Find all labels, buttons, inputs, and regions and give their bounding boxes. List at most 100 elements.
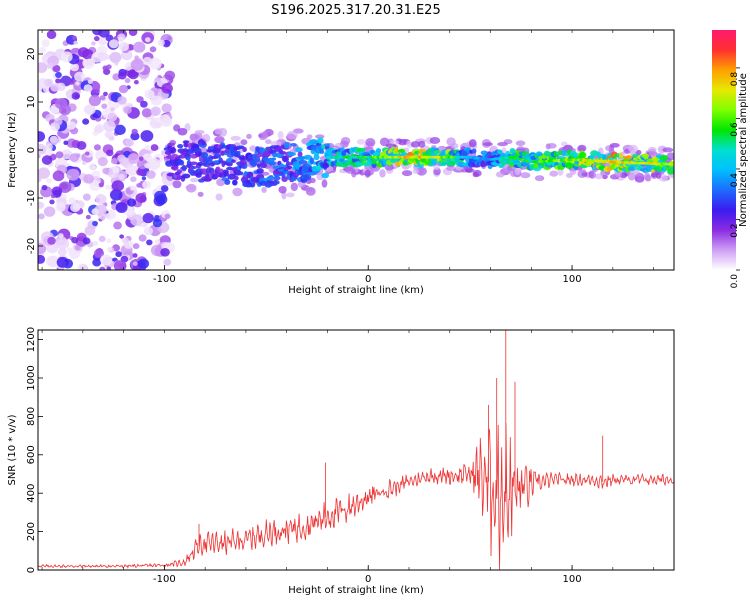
- heatmap-halo-cell: [662, 147, 674, 153]
- heatmap-ridge-cell: [602, 154, 608, 161]
- heatmap-noise-cell: [91, 41, 96, 46]
- heatmap-noise-cell: [136, 168, 144, 176]
- heatmap-noise-cell: [91, 165, 97, 170]
- heatmap-halo-cell: [215, 193, 223, 201]
- heatmap-noise-cell: [75, 81, 80, 86]
- x-tick-label: -100: [153, 574, 176, 585]
- heatmap-halo-cell: [549, 170, 559, 177]
- heatmap-noise-cell: [152, 218, 163, 228]
- heatmap-halo-cell: [230, 135, 241, 141]
- heatmap-ridge-cell: [287, 165, 293, 170]
- heatmap-noise-cell: [39, 46, 46, 54]
- colorbar-tick-label: 0.4: [730, 173, 740, 188]
- heatmap-ridge-cell: [285, 160, 290, 167]
- heatmap-halo-cell: [246, 133, 252, 140]
- heatmap-halo-cell: [202, 133, 211, 143]
- heatmap-noise-cell: [93, 144, 101, 151]
- heatmap-noise-cell: [93, 36, 100, 42]
- heatmap-noise-cell: [118, 71, 127, 80]
- heatmap-ridge-cell: [671, 167, 674, 171]
- heatmap-noise-cell: [60, 51, 73, 63]
- heatmap-halo-cell: [630, 170, 640, 175]
- heatmap-noise-cell: [66, 121, 76, 130]
- heatmap-ridge-cell: [167, 142, 175, 146]
- heatmap-ridge-cell: [254, 156, 261, 163]
- heatmap-noise-cell: [127, 153, 140, 164]
- heatmap-noise-cell: [100, 216, 106, 221]
- heatmap-halo-cell: [262, 130, 268, 140]
- heatmap-noise-cell: [164, 213, 171, 219]
- heatmap-noise-cell: [124, 77, 131, 84]
- y-tick-label: 1000: [26, 365, 37, 390]
- heatmap-noise-cell: [132, 253, 138, 258]
- heatmap-ridge-cell: [313, 154, 320, 161]
- heatmap-ridge-cell: [397, 149, 406, 153]
- heatmap-noise-cell: [135, 193, 147, 204]
- heatmap-noise-cell: [46, 178, 52, 184]
- heatmap-halo-cell: [264, 139, 272, 145]
- heatmap-halo-cell: [418, 166, 424, 175]
- heatmap-noise-cell: [74, 71, 86, 82]
- heatmap-ridge-cell: [594, 151, 601, 156]
- heatmap-noise-cell: [38, 143, 47, 155]
- heatmap-panel: S196.2025.317.20.31.E25 -100 0 100 -20-100…: [7, 3, 675, 296]
- heatmap-halo-cell: [309, 177, 316, 184]
- heatmap-noise-cell: [97, 51, 108, 62]
- snr-x-axis-label: Height of straight line (km): [288, 585, 424, 596]
- heatmap-noise-cell: [71, 236, 79, 244]
- heatmap-noise-cell: [118, 84, 129, 94]
- heatmap-noise-cell: [56, 237, 70, 250]
- heatmap-ridge-cell: [234, 175, 239, 181]
- heatmap-halo-cell: [351, 169, 357, 178]
- heatmap-x-ticks: -100 0 100: [41, 30, 654, 285]
- heatmap-halo-cell: [277, 130, 284, 140]
- heatmap-ridge-cell: [303, 154, 313, 160]
- heatmap-ridge-cell: [249, 181, 256, 188]
- heatmap-halo-cell: [379, 169, 386, 178]
- heatmap-halo-cell: [278, 185, 287, 194]
- heatmap-ridge-cell: [256, 168, 264, 174]
- heatmap-halo-cell: [497, 141, 508, 147]
- heatmap-noise-cell: [56, 256, 69, 268]
- heatmap-ridge-cell: [626, 155, 633, 160]
- heatmap-noise-cell: [161, 117, 173, 127]
- heatmap-ridge-cell: [471, 148, 477, 154]
- heatmap-ridge-cell: [232, 179, 238, 186]
- heatmap-ridge-cell: [178, 161, 185, 166]
- heatmap-noise-cell: [95, 193, 107, 205]
- heatmap-noise-cell: [155, 117, 162, 123]
- heatmap-noise-cell: [83, 84, 93, 93]
- y-tick-label: 600: [26, 445, 37, 464]
- heatmap-halo-cell: [193, 132, 203, 140]
- heatmap-halo-cell: [468, 139, 477, 148]
- colorbar-tick-label: 0.0: [730, 274, 740, 289]
- x-tick-label: 100: [563, 274, 582, 285]
- heatmap-noise-cell: [52, 170, 65, 182]
- heatmap-noise-cell: [101, 103, 108, 109]
- heatmap-halo-cell: [365, 138, 376, 147]
- heatmap-noise-cell: [107, 112, 118, 122]
- heatmap-noise-cell: [109, 189, 123, 201]
- snr-series-line: [38, 330, 674, 570]
- heatmap-noise-cell: [140, 130, 154, 142]
- heatmap-noise-cell: [110, 158, 118, 165]
- heatmap-noise-cell: [46, 62, 54, 69]
- heatmap-noise-cell: [102, 167, 110, 175]
- heatmap-ridge-cell: [189, 161, 198, 166]
- heatmap-halo-cell: [356, 138, 366, 145]
- heatmap-noise-cell: [141, 176, 147, 181]
- heatmap-y-ticks: -20 -10 0 10 20: [26, 48, 43, 254]
- heatmap-ridge-cell: [197, 161, 204, 166]
- heatmap-noise-cell: [119, 234, 125, 239]
- heatmap-ridge-cell: [319, 149, 325, 154]
- heatmap-halo-cell: [581, 172, 588, 177]
- heatmap-halo-cell: [189, 177, 200, 183]
- heatmap-ridge-cell: [281, 176, 288, 182]
- heatmap-ridge-cell: [263, 150, 271, 157]
- heatmap-ridge-cell: [213, 153, 222, 159]
- heatmap-noise-cell: [54, 117, 63, 126]
- heatmap-noise-cell: [109, 51, 122, 63]
- heatmap-noise-cell: [100, 254, 113, 266]
- heatmap-halo-cell: [340, 136, 351, 145]
